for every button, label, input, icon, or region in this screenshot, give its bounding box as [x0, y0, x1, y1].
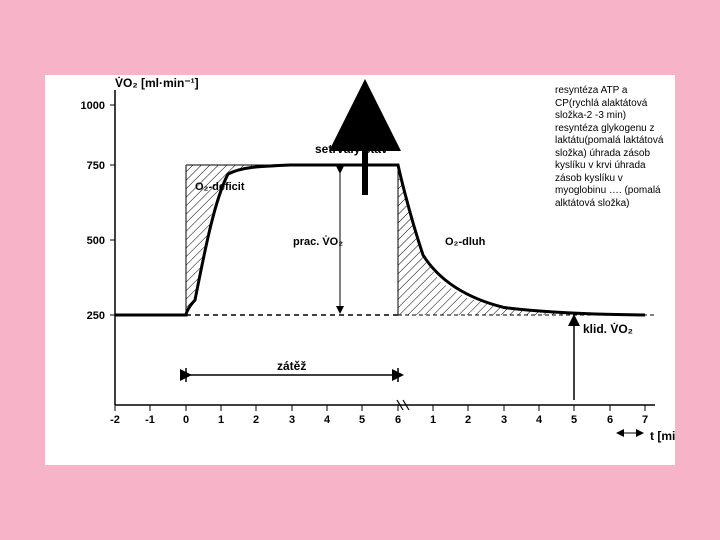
svg-text:6: 6	[607, 414, 613, 426]
svg-text:750: 750	[87, 160, 105, 172]
svg-text:1000: 1000	[81, 100, 105, 112]
svg-text:1: 1	[430, 414, 436, 426]
svg-text:5: 5	[571, 414, 577, 426]
y-axis-label: V̇O₂ [ml·min⁻¹]	[115, 75, 199, 90]
svg-text:2: 2	[465, 414, 471, 426]
label-prac-vo2: prac. V̇O₂	[293, 235, 343, 248]
svg-text:4: 4	[324, 414, 331, 426]
svg-text:-2: -2	[110, 414, 120, 426]
x-ticks-right: 1 2 3 4 5 6 7	[430, 405, 648, 426]
chart-container: resyntéza ATP a CP(rychlá alaktátová slo…	[45, 75, 675, 465]
svg-text:3: 3	[289, 414, 295, 426]
x-axis-label: t [min]	[650, 429, 675, 443]
svg-text:5: 5	[359, 414, 365, 426]
svg-text:4: 4	[536, 414, 543, 426]
svg-text:7: 7	[642, 414, 648, 426]
svg-text:2: 2	[253, 414, 259, 426]
svg-text:0: 0	[183, 414, 189, 426]
y-ticks: 250 500 750 1000	[81, 100, 115, 322]
svg-text:6: 6	[395, 414, 401, 426]
svg-text:3: 3	[501, 414, 507, 426]
label-zatez: zátěž	[277, 359, 306, 373]
x-ticks-left: -2 -1 0 1 2 3 4 5 6	[110, 405, 401, 426]
label-o2-dluh: O₂-dluh	[445, 236, 486, 248]
svg-text:1: 1	[218, 414, 224, 426]
annotation-text: resyntéza ATP a CP(rychlá alaktátová slo…	[555, 85, 670, 210]
label-o2-deficit: O₂-deficit	[195, 181, 245, 193]
svg-text:-1: -1	[145, 414, 155, 426]
label-klid-vo2: klid. V̇O₂	[583, 321, 633, 336]
svg-text:250: 250	[87, 310, 105, 322]
svg-text:500: 500	[87, 235, 105, 247]
label-setrvaly-stav: setrvalý stav	[315, 142, 388, 156]
